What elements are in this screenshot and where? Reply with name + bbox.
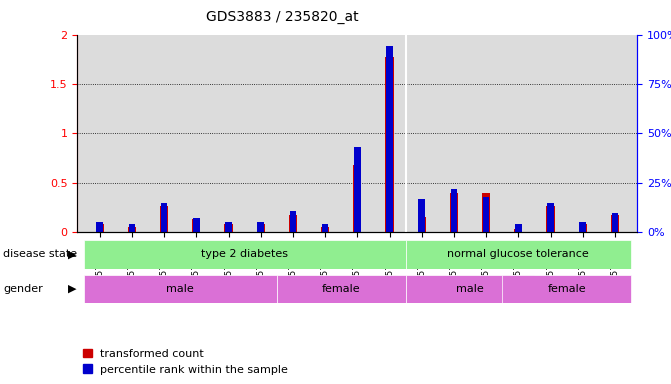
Bar bbox=[580, 222, 586, 232]
Bar bbox=[386, 46, 393, 232]
Bar bbox=[354, 147, 360, 232]
Bar bbox=[612, 213, 618, 232]
Text: female: female bbox=[322, 284, 360, 294]
Bar bbox=[611, 215, 619, 232]
Bar bbox=[354, 165, 361, 232]
Bar bbox=[321, 227, 329, 232]
Bar bbox=[514, 229, 522, 232]
Bar bbox=[129, 224, 135, 232]
Text: ▶: ▶ bbox=[68, 284, 76, 294]
Bar bbox=[193, 220, 201, 232]
Bar bbox=[96, 224, 104, 232]
Bar bbox=[289, 215, 297, 232]
Text: male: male bbox=[166, 284, 194, 294]
Bar bbox=[161, 203, 167, 232]
Bar bbox=[128, 227, 136, 232]
Bar bbox=[515, 224, 521, 232]
Bar bbox=[277, 275, 405, 303]
Bar bbox=[257, 224, 265, 232]
Bar bbox=[193, 218, 199, 232]
Bar bbox=[385, 57, 393, 232]
Text: female: female bbox=[548, 284, 586, 294]
Text: male: male bbox=[456, 284, 484, 294]
Bar bbox=[84, 275, 277, 303]
Bar bbox=[225, 222, 231, 232]
Bar bbox=[548, 203, 554, 232]
Bar bbox=[417, 217, 425, 232]
Bar bbox=[97, 222, 103, 232]
Legend: transformed count, percentile rank within the sample: transformed count, percentile rank withi… bbox=[83, 349, 289, 375]
Bar bbox=[84, 240, 405, 269]
Bar bbox=[502, 275, 631, 303]
Text: type 2 diabetes: type 2 diabetes bbox=[201, 249, 288, 260]
Bar bbox=[483, 197, 489, 232]
Bar bbox=[450, 193, 458, 232]
Text: gender: gender bbox=[3, 284, 43, 294]
Bar bbox=[419, 199, 425, 232]
Bar bbox=[405, 275, 534, 303]
Bar bbox=[225, 224, 233, 232]
Bar bbox=[258, 222, 264, 232]
Text: GDS3883 / 235820_at: GDS3883 / 235820_at bbox=[205, 10, 358, 23]
Bar bbox=[451, 189, 457, 232]
Text: ▶: ▶ bbox=[68, 249, 76, 260]
Bar bbox=[405, 240, 631, 269]
Text: disease state: disease state bbox=[3, 249, 77, 260]
Bar bbox=[482, 193, 490, 232]
Bar bbox=[322, 224, 328, 232]
Bar bbox=[160, 205, 168, 232]
Bar bbox=[546, 205, 554, 232]
Bar bbox=[290, 210, 296, 232]
Text: normal glucose tolerance: normal glucose tolerance bbox=[448, 249, 589, 260]
Bar bbox=[578, 224, 586, 232]
